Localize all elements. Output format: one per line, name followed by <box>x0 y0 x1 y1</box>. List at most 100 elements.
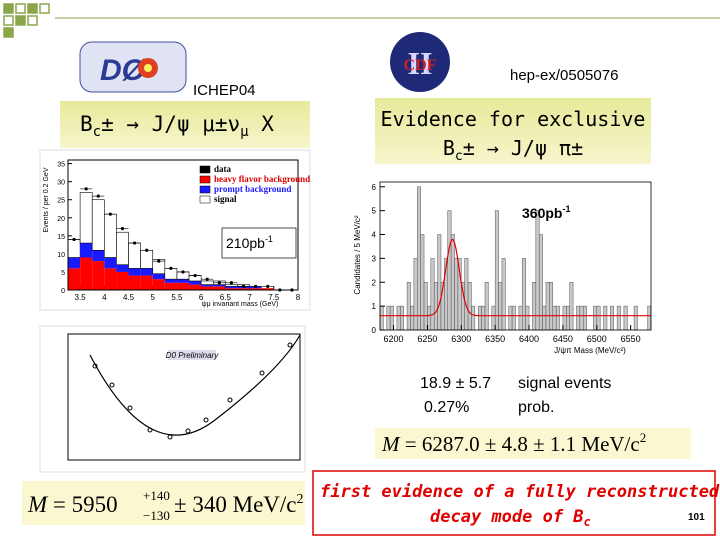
bar <box>555 305 560 331</box>
title-box <box>375 98 651 164</box>
bar <box>566 305 570 331</box>
bar-segment <box>68 268 81 290</box>
bar-segment <box>79 192 93 244</box>
bar-segment <box>116 264 129 272</box>
bar <box>467 282 472 331</box>
bar-segment <box>128 242 141 269</box>
legend-swatch <box>199 175 211 184</box>
bar <box>427 305 432 331</box>
bar <box>430 258 435 331</box>
bar <box>569 282 574 331</box>
fit-curve <box>380 239 651 317</box>
reference: hep-ex/0505076 <box>510 67 618 84</box>
result-signal: 18.9 ± 5.7 <box>420 375 491 392</box>
exclusive-plot: 6200 6250 6300 6350 6400 6450 6500 6550 0 1 2 3 4 5 6 J… <box>353 181 652 355</box>
bar <box>464 258 469 331</box>
formula-box <box>375 428 691 459</box>
x-tick-label: 6 <box>199 293 204 302</box>
bar <box>508 305 513 331</box>
bar-segment <box>225 286 238 289</box>
bar <box>522 258 526 331</box>
bar <box>450 234 455 331</box>
semileptonic-plot: 3.5 4 4.5 5 5.5 6 6.5 7 7.5 8 0 5 10 15 20 25 30 35 datahe… <box>39 149 311 311</box>
x-tick-label: 8 <box>296 293 301 302</box>
footer-line: decay mode of Bc <box>430 507 591 529</box>
bar-segment <box>189 280 202 285</box>
bar <box>583 305 587 331</box>
bar <box>389 305 394 331</box>
x-tick-label: 6250 <box>417 334 437 344</box>
svg-text:CDF: CDF <box>404 57 437 74</box>
bar-segment <box>152 279 165 290</box>
y-tick-label: 15 <box>57 234 65 241</box>
title-part: ± → J/ψ π± <box>463 136 583 160</box>
bar <box>511 305 516 331</box>
bar <box>552 305 557 331</box>
bar-segment <box>237 288 250 290</box>
y-axis-label: Events / per 0.2 GeV <box>43 167 50 232</box>
title-sub: c <box>93 124 101 140</box>
y-tick-label: 30 <box>57 180 65 187</box>
x-axis-label: ψμ invariant mass (GeV) <box>202 301 279 308</box>
bar <box>501 258 506 331</box>
legend-label: signal <box>214 194 237 204</box>
luminosity: 360pb-1 <box>522 204 570 221</box>
bar-segment <box>213 284 226 287</box>
bar <box>610 305 614 331</box>
dzero-logo: DØ <box>79 41 187 93</box>
formula-part: M <box>27 492 49 517</box>
formula-sup: 2 <box>640 430 647 445</box>
luminosity-exp: -1 <box>265 234 273 244</box>
bar <box>379 305 384 331</box>
bar-segment <box>80 243 93 258</box>
left-formula: M = 5950 <box>27 492 118 517</box>
bar-segment <box>116 231 129 266</box>
bar <box>494 210 499 331</box>
bar-segment <box>140 275 153 290</box>
bar-segment <box>104 268 117 290</box>
formula-part: = 6287.0 ± 4.8 ± 1.1 MeV/c <box>400 432 640 456</box>
bar <box>423 282 428 331</box>
x-tick-label: 7.5 <box>268 293 280 302</box>
bar-segment <box>152 273 165 280</box>
x-tick-label: 3.5 <box>75 293 87 302</box>
legend-label: prompt background <box>214 184 291 194</box>
bar-segment <box>164 279 177 283</box>
bar <box>498 282 503 331</box>
bar-segment <box>92 261 105 290</box>
x-tick-label: 6550 <box>621 334 641 344</box>
bar <box>532 282 537 331</box>
footer-sub: c <box>584 515 591 529</box>
bar <box>400 305 404 331</box>
bar-segment <box>189 284 202 290</box>
legend-swatch <box>199 195 211 204</box>
result-probability-label: prob. <box>518 399 554 416</box>
bar <box>454 258 459 331</box>
bar <box>633 305 638 331</box>
bar-segment <box>176 279 190 283</box>
bar-segment <box>201 286 214 290</box>
bar <box>406 282 411 331</box>
legend-label: data <box>214 164 232 174</box>
corner-decoration <box>3 3 50 38</box>
bar-segment <box>67 239 81 258</box>
bar-segment <box>104 213 117 258</box>
cdf-logo: II CDF <box>390 32 450 92</box>
bar <box>417 186 421 331</box>
formula-part: M <box>381 432 401 456</box>
y-tick-label: 0 <box>372 326 377 335</box>
y-tick-label: 20 <box>57 216 65 223</box>
y-tick-label: 25 <box>57 198 65 205</box>
formula-sup: +140 <box>143 488 170 503</box>
legend-swatch <box>199 185 211 194</box>
bar-segment <box>116 271 129 290</box>
bar-segment <box>164 268 178 280</box>
y-tick-label: 5 <box>372 207 377 216</box>
legend-swatch <box>199 165 211 174</box>
x-tick-label: 6.5 <box>220 293 232 302</box>
title-part: ± → J/ψ μ±ν <box>101 112 240 136</box>
bar <box>437 234 442 331</box>
bar <box>477 305 482 331</box>
svg-text:II: II <box>408 45 433 81</box>
